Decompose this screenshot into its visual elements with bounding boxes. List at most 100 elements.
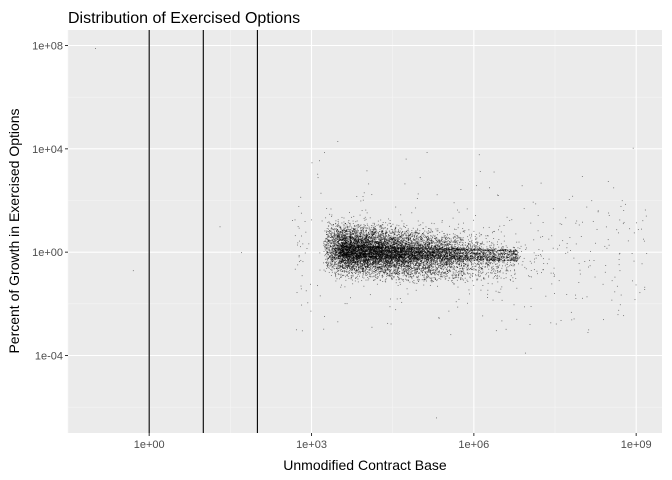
data-point [359, 267, 361, 269]
data-point [394, 259, 396, 261]
data-point [426, 263, 427, 265]
data-point [417, 232, 419, 234]
data-point [356, 265, 358, 267]
data-point [353, 271, 355, 273]
data-point [423, 264, 425, 266]
data-point [346, 230, 348, 232]
data-point [418, 236, 420, 238]
data-point [331, 214, 333, 216]
data-point [471, 264, 473, 266]
data-point [334, 245, 335, 246]
data-point [389, 266, 391, 268]
data-point [514, 270, 516, 272]
data-point [331, 247, 333, 249]
data-point [481, 254, 483, 256]
data-point [428, 266, 429, 268]
data-point [434, 248, 436, 250]
data-point [387, 268, 388, 270]
data-point [372, 241, 374, 243]
data-point [426, 264, 428, 266]
data-point [390, 238, 392, 240]
data-point [495, 275, 497, 276]
data-point [470, 261, 472, 263]
data-point [328, 267, 330, 269]
data-point [422, 247, 424, 248]
data-point [324, 247, 326, 248]
data-point [412, 251, 414, 253]
data-point [460, 246, 461, 248]
data-point [462, 270, 464, 272]
data-point [340, 266, 342, 267]
data-point [403, 263, 405, 265]
data-point [378, 261, 380, 263]
data-point [418, 245, 420, 247]
data-point [495, 252, 497, 254]
data-point [383, 263, 385, 264]
data-point [483, 278, 485, 280]
data-point [407, 268, 409, 270]
data-point [453, 242, 455, 244]
data-point [411, 241, 413, 243]
data-point [419, 274, 421, 276]
data-point [375, 259, 377, 261]
data-point [398, 260, 400, 262]
data-point [357, 224, 358, 226]
data-point [327, 267, 329, 268]
data-point [431, 242, 433, 244]
data-point [448, 277, 450, 279]
data-point [391, 274, 393, 276]
data-point [356, 242, 358, 244]
data-point [415, 264, 417, 266]
data-point [382, 263, 384, 264]
data-point [377, 258, 379, 259]
data-point [323, 243, 325, 245]
data-point [338, 232, 340, 234]
data-point [334, 258, 336, 259]
data-point [431, 245, 433, 246]
data-point [493, 245, 495, 247]
data-point [361, 244, 363, 246]
data-point [460, 271, 462, 273]
data-point [417, 261, 419, 263]
data-point [349, 263, 351, 265]
data-point [343, 264, 345, 266]
data-point [378, 272, 380, 274]
data-point [499, 255, 501, 257]
data-point [445, 238, 446, 240]
data-point [336, 244, 338, 246]
data-point [455, 251, 457, 253]
data-point [349, 228, 351, 230]
data-point [353, 260, 355, 262]
data-point [424, 260, 426, 262]
data-point [469, 241, 471, 242]
data-point [354, 244, 356, 246]
data-point [389, 276, 391, 277]
data-point [394, 242, 396, 243]
data-point [354, 248, 355, 250]
data-point [381, 268, 383, 270]
data-point [360, 237, 362, 239]
data-point [331, 252, 333, 254]
data-point [396, 264, 397, 266]
data-point [373, 242, 375, 244]
data-point [497, 267, 499, 269]
data-point [364, 252, 366, 254]
data-point [412, 270, 414, 272]
data-point [412, 248, 414, 250]
data-point [487, 282, 489, 284]
data-point [391, 271, 393, 273]
data-point [405, 262, 406, 264]
data-point [396, 241, 398, 243]
data-point [325, 244, 327, 246]
data-point [441, 275, 443, 277]
data-point [482, 251, 484, 253]
data-point [345, 240, 347, 241]
data-point [360, 267, 362, 268]
data-point [374, 228, 376, 230]
data-point [472, 244, 474, 246]
data-point [346, 265, 347, 267]
data-point [422, 246, 423, 248]
data-point [366, 256, 368, 258]
data-point [341, 237, 343, 239]
data-point [351, 277, 353, 278]
